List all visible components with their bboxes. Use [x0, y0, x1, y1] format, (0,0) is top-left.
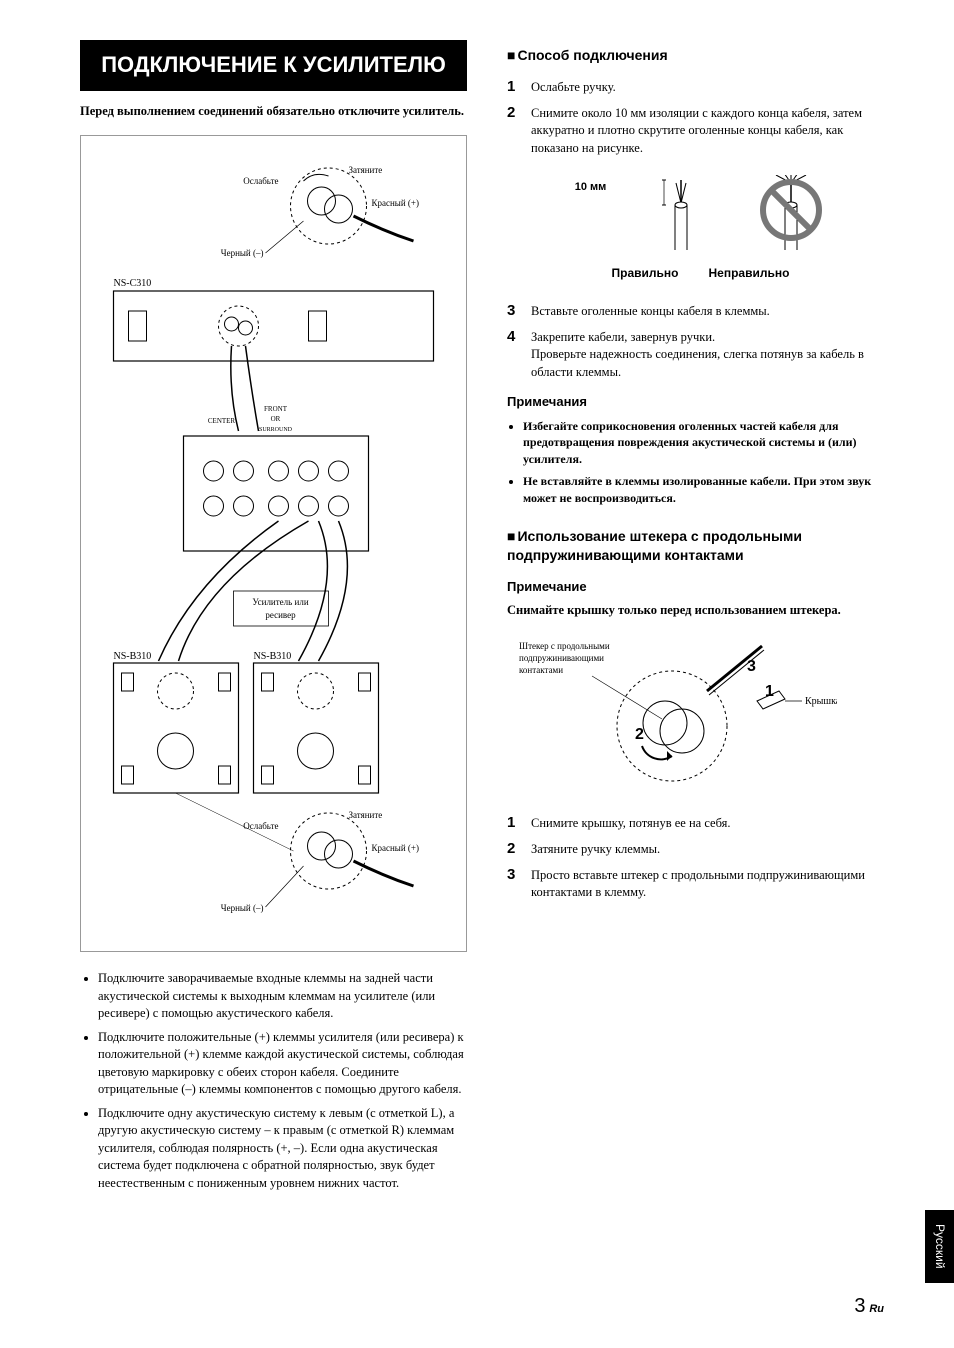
label-nsc310: NS-C310: [114, 278, 152, 289]
wiring-diagram-svg: Ослабьте Затяните Красный (+) Черный (–)…: [91, 151, 456, 931]
note-item: Не вставляйте в клеммы изолированные каб…: [523, 473, 894, 507]
label-cap: Крышка: [805, 696, 837, 707]
wire-labels-row: Правильно Неправильно: [507, 265, 894, 282]
svg-text:контактами: контактами: [519, 665, 563, 675]
wire-strip-diagram: 10 мм: [507, 172, 894, 257]
connection-steps-top: 1Ослабьте ручку. 2Снимите около 10 мм из…: [507, 76, 894, 158]
label-black-minus: Черный (–): [221, 248, 264, 258]
banana-steps: 1Снимите крышку, потянув ее на себя. 2За…: [507, 812, 894, 902]
banana-plug-heading: Использование штекера с продольными подп…: [507, 527, 894, 566]
language-tab: Русский: [925, 1210, 954, 1283]
label-tighten: Затяните: [349, 165, 383, 175]
label-red-plus: Красный (+): [372, 198, 420, 208]
note-subheading: Примечание: [507, 578, 894, 596]
svg-text:FRONT: FRONT: [264, 405, 288, 413]
svg-text:CENTER: CENTER: [208, 417, 236, 425]
connection-steps-bottom: 3Вставьте оголенные концы кабеля в клемм…: [507, 300, 894, 382]
bullet-item: Подключите заворачиваемые входные клеммы…: [98, 970, 467, 1023]
label-loosen: Ослабьте: [243, 176, 278, 186]
svg-text:подпружинивающими: подпружинивающими: [519, 653, 604, 663]
svg-text:Черный (–): Черный (–): [221, 903, 264, 913]
left-column: ПОДКЛЮЧЕНИЕ К УСИЛИТЕЛЮ Перед выполнение…: [80, 40, 467, 1198]
step-item: 3Просто вставьте штекер с продольными по…: [507, 864, 894, 902]
banana-note-text: Снимайте крышку только перед использован…: [507, 602, 894, 620]
svg-text:2: 2: [635, 726, 644, 743]
svg-text:3: 3: [747, 658, 756, 675]
bullet-item: Подключите одну акустическую систему к л…: [98, 1105, 467, 1193]
svg-text:Штекер с продольными: Штекер с продольными: [519, 641, 610, 651]
svg-text:SURROUND: SURROUND: [259, 427, 293, 433]
svg-text:Усилитель или: Усилитель или: [252, 597, 308, 607]
step-item: 4Закрепите кабели, завернув ручки. Прове…: [507, 326, 894, 382]
banana-plug-diagram: Крышка 3 1 2 Штекер с продольными подпру…: [507, 631, 837, 791]
main-title: ПОДКЛЮЧЕНИЕ К УСИЛИТЕЛЮ: [80, 40, 467, 91]
connection-diagram: Ослабьте Затяните Красный (+) Черный (–)…: [80, 135, 467, 952]
label-correct: Правильно: [612, 265, 679, 282]
step-item: 2Затяните ручку клеммы.: [507, 838, 894, 859]
intro-text: Перед выполнением соединений обязательно…: [80, 103, 467, 121]
notes-heading: Примечания: [507, 393, 894, 411]
svg-text:OR: OR: [271, 415, 281, 423]
step-item: 1Снимите крышку, потянув ее на себя.: [507, 812, 894, 833]
notes-list: Избегайте соприкосновения оголенных част…: [507, 418, 894, 507]
step-item: 3Вставьте оголенные концы кабеля в клемм…: [507, 300, 894, 321]
step-item: 1Ослабьте ручку.: [507, 76, 894, 97]
svg-text:Затяните: Затяните: [349, 810, 383, 820]
wire-incorrect-icon: [756, 175, 826, 255]
svg-text:Красный (+): Красный (+): [372, 843, 420, 853]
page-number: 3 Ru: [854, 1292, 884, 1320]
svg-text:Ослабьте: Ослабьте: [243, 821, 278, 831]
label-nsb310-l: NS-B310: [114, 651, 152, 662]
svg-text:1: 1: [765, 683, 774, 700]
right-column: Способ подключения 1Ослабьте ручку. 2Сни…: [507, 40, 894, 1198]
svg-text:ресивер: ресивер: [265, 610, 296, 620]
mm-label: 10 мм: [575, 180, 607, 195]
bullet-item: Подключите положительные (+) клеммы усил…: [98, 1029, 467, 1099]
main-bullet-list: Подключите заворачиваемые входные клеммы…: [80, 970, 467, 1192]
connection-method-heading: Способ подключения: [507, 46, 894, 66]
wire-correct-icon: [656, 175, 706, 255]
step-item: 2Снимите около 10 мм изоляции с каждого …: [507, 102, 894, 158]
note-item: Избегайте соприкосновения оголенных част…: [523, 418, 894, 468]
page-columns: ПОДКЛЮЧЕНИЕ К УСИЛИТЕЛЮ Перед выполнение…: [80, 40, 894, 1198]
label-incorrect: Неправильно: [709, 265, 790, 282]
label-nsb310-r: NS-B310: [254, 651, 292, 662]
